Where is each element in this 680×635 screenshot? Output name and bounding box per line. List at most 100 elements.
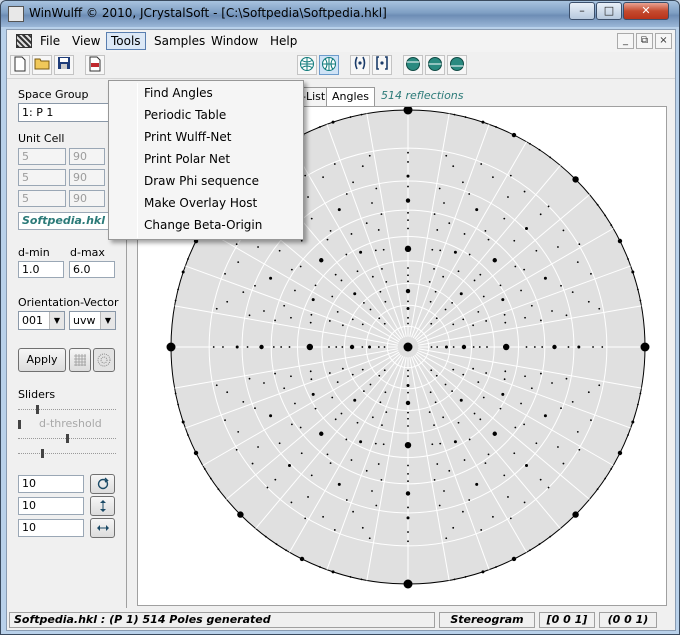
net-icon[interactable] [297, 55, 317, 75]
menu-item-print-polar-net[interactable]: Print Polar Net [144, 152, 231, 166]
tilt-horizontal-icon[interactable] [90, 518, 115, 538]
tilt-vertical-icon[interactable] [90, 496, 115, 516]
cell-beta-field[interactable]: 90 [69, 169, 105, 186]
menu-view[interactable]: View [72, 34, 101, 48]
apply-button[interactable]: Apply [18, 348, 66, 372]
slider-2-thumb[interactable] [18, 420, 21, 429]
menu-file[interactable]: File [40, 34, 61, 48]
cell-gamma-field[interactable]: 90 [69, 190, 105, 207]
rotate-icon[interactable] [90, 474, 115, 494]
pole-marker [377, 346, 380, 348]
maximize-button[interactable]: □ [596, 2, 622, 20]
pole-marker [462, 181, 464, 184]
pole-marker [319, 126, 321, 128]
menu-help[interactable]: Help [270, 34, 298, 48]
space-group-select[interactable]: 1: P 1 [18, 103, 116, 122]
menu-item-make-overlay-host[interactable]: Make Overlay Host [144, 196, 258, 210]
minimize-button[interactable]: – [569, 2, 595, 20]
pole-marker [492, 515, 494, 518]
menu-tools[interactable]: Tools [106, 32, 146, 50]
cell-alpha-field[interactable]: 90 [69, 148, 105, 165]
cell-a-field[interactable]: 5 [18, 148, 66, 165]
pole-marker [275, 543, 278, 546]
net-meridian-line [416, 351, 614, 466]
pole-marker [434, 401, 437, 404]
menu-item-print-wulff-net[interactable]: Print Wulff-Net [144, 130, 232, 144]
document-icon[interactable] [16, 34, 32, 48]
pole-marker [577, 345, 581, 349]
close-button[interactable]: ✕ [623, 2, 669, 20]
tab-list[interactable]: -List [296, 87, 332, 106]
pole-marker [224, 419, 226, 422]
pole-marker [627, 434, 629, 436]
tilt-up-icon[interactable] [403, 55, 423, 75]
pole-marker [288, 346, 291, 348]
orientation-mode-select[interactable]: uvw ▼ [69, 311, 116, 330]
pole-marker [235, 448, 238, 451]
pole-marker [543, 276, 547, 280]
menu-samples[interactable]: Samples [154, 34, 206, 48]
pole-marker [309, 321, 312, 324]
pole-marker [407, 151, 409, 154]
pole-marker [174, 299, 177, 302]
mdi-close-button[interactable]: × [655, 33, 672, 49]
pole-marker [257, 446, 259, 448]
tab-angles[interactable]: Angles [326, 87, 376, 106]
pole-marker [514, 426, 517, 429]
pole-marker [404, 441, 412, 449]
pole-marker [475, 482, 479, 486]
reflection-count: 514 reflections [381, 89, 464, 102]
slider-4-thumb[interactable] [41, 449, 44, 458]
pole-marker [407, 274, 409, 277]
tilt-down-icon[interactable] [447, 55, 467, 75]
pole-marker [319, 258, 324, 263]
slider-4[interactable] [18, 453, 116, 454]
hkl-file-field[interactable]: Softpedia.hkl [18, 212, 116, 230]
polar-toggle-button[interactable] [93, 348, 115, 372]
pole-marker [361, 346, 364, 348]
mdi-minimize-button[interactable]: _ [617, 33, 634, 49]
open-folder-icon[interactable] [32, 55, 52, 75]
slider-1-thumb[interactable] [36, 405, 39, 414]
slider-3-thumb[interactable] [66, 434, 69, 443]
pole-marker [502, 343, 510, 351]
pole-marker [576, 431, 579, 433]
rotation-3-field[interactable]: 10 [18, 519, 84, 537]
rotation-1-field[interactable]: 10 [18, 475, 84, 493]
menu-item-change-beta-origin[interactable]: Change Beta-Origin [144, 218, 263, 232]
dmax-field[interactable]: 6.0 [69, 261, 115, 278]
menu-window[interactable]: Window [211, 34, 259, 48]
menu-item-periodic-table[interactable]: Periodic Table [144, 108, 227, 122]
cell-b-field[interactable]: 5 [18, 169, 66, 186]
brackets-icon[interactable] [350, 55, 370, 75]
pole-marker [384, 391, 387, 394]
menu-item-find-angles[interactable]: Find Angles [144, 86, 213, 100]
orientation-label: Orientation-Vector [18, 296, 119, 309]
pole-marker [514, 265, 517, 268]
cell-c-field[interactable]: 5 [18, 190, 66, 207]
pole-marker [406, 174, 410, 178]
new-file-icon[interactable] [10, 55, 30, 75]
net-selected-icon[interactable] [319, 55, 339, 75]
pdf-icon[interactable] [85, 55, 105, 75]
menu-item-draw-phi-sequence[interactable]: Draw Phi sequence [144, 174, 259, 188]
dmin-field[interactable]: 1.0 [18, 261, 64, 278]
pole-marker [627, 258, 629, 260]
orientation-select[interactable]: 001 ▼ [18, 311, 65, 330]
grid-toggle-button[interactable] [69, 348, 91, 372]
pole-marker [535, 249, 538, 252]
pole-marker [438, 504, 441, 507]
mdi-restore-button[interactable]: ⧉ [636, 33, 653, 49]
tilt-mid-icon[interactable] [425, 55, 445, 75]
pole-marker [452, 323, 455, 326]
pole-marker [274, 372, 276, 375]
pole-marker [362, 390, 365, 393]
rotation-2-field[interactable]: 10 [18, 497, 84, 515]
save-icon[interactable] [54, 55, 74, 75]
pole-marker [473, 412, 476, 415]
brackets-bold-icon[interactable] [372, 55, 392, 75]
pole-marker [539, 478, 542, 481]
slider-1[interactable] [18, 409, 116, 410]
title-bar[interactable]: WinWulff © 2010, JCrystalSoft - [C:\Soft… [1, 1, 679, 27]
pole-marker [362, 301, 365, 304]
